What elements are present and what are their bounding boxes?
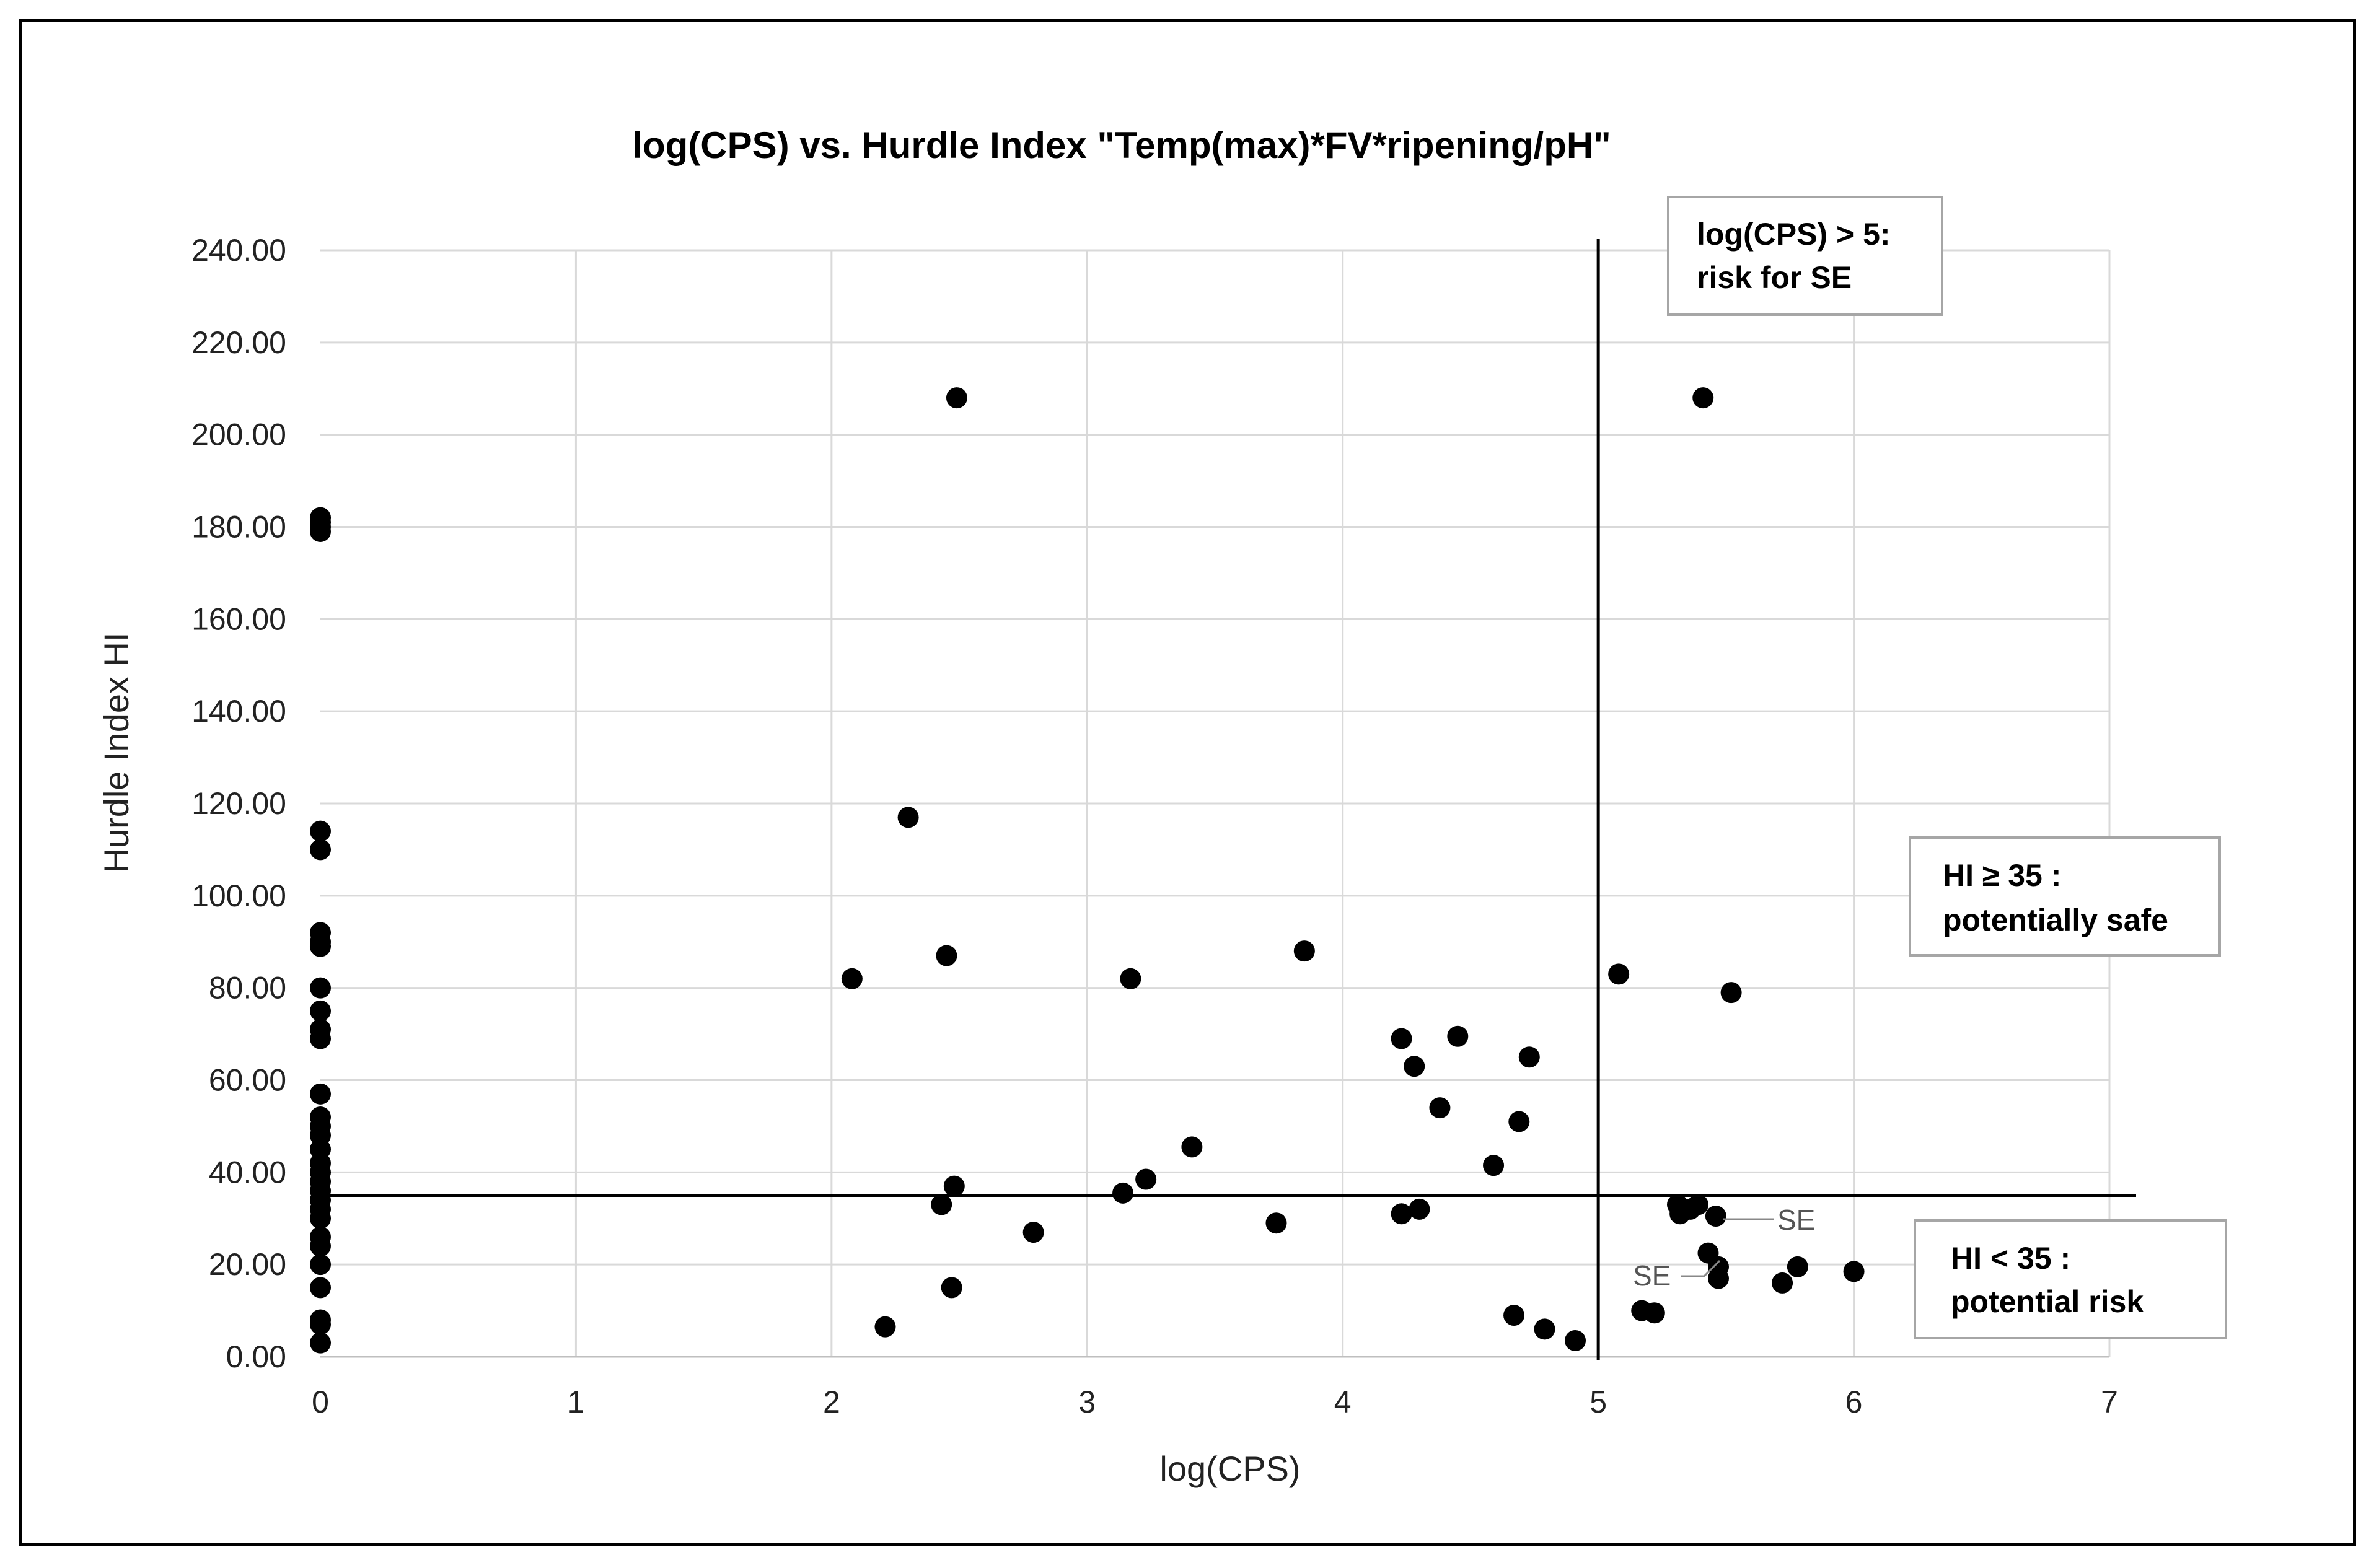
y-tick-label: 120.00 (191, 786, 286, 821)
data-point (1565, 1329, 1586, 1351)
data-point (1707, 1268, 1729, 1289)
data-point (1643, 1302, 1665, 1324)
data-point (310, 820, 331, 842)
y-axis-label: Hurdle Index HI (97, 632, 136, 873)
y-tick-label: 80.00 (209, 971, 286, 1005)
risk-zone-line1: HI < 35 : (1951, 1241, 2070, 1276)
data-point (1608, 963, 1630, 985)
x-tick-label: 0 (312, 1385, 329, 1419)
x-axis-ticks: 0 1 2 3 4 5 6 7 (312, 1385, 2118, 1419)
x-tick-label: 4 (1334, 1385, 1352, 1419)
risk-zone-box: HI < 35 : potential risk (1914, 1219, 2227, 1339)
y-tick-label: 200.00 (191, 418, 286, 452)
y-axis-ticks: 0.00 20.00 40.00 60.00 80.00 100.00 120.00 140.… (191, 233, 286, 1374)
y-tick-label: 100.00 (191, 878, 286, 913)
y-tick-label: 140.00 (191, 694, 286, 729)
safe-zone-box: HI ≥ 35 : potentially safe (1909, 836, 2221, 957)
cps-threshold-box: log(CPS) > 5: risk for SE (1667, 196, 1943, 316)
data-point (1391, 1203, 1412, 1225)
data-point (310, 1207, 331, 1229)
data-point (1483, 1155, 1505, 1176)
data-point (1112, 1182, 1134, 1204)
data-point (1447, 1025, 1469, 1047)
data-point (310, 1313, 331, 1335)
data-point (1404, 1056, 1425, 1077)
data-point (1409, 1198, 1430, 1220)
x-tick-label: 2 (823, 1385, 840, 1419)
x-tick-label: 5 (1590, 1385, 1607, 1419)
data-point (1772, 1272, 1793, 1294)
data-point (1293, 940, 1315, 962)
cps-threshold-line2: risk for SE (1697, 260, 1852, 295)
cps-threshold-line1: log(CPS) > 5: (1697, 217, 1891, 252)
y-tick-label: 240.00 (191, 233, 286, 268)
data-point (310, 977, 331, 999)
data-point (874, 1316, 896, 1338)
data-point (841, 968, 863, 989)
data-point (1720, 982, 1742, 1004)
grid (320, 249, 2111, 1357)
data-point (1265, 1212, 1287, 1234)
x-tick-label: 7 (2101, 1385, 2118, 1419)
data-points (310, 387, 1865, 1354)
safe-zone-line1: HI ≥ 35 : (1943, 858, 2061, 893)
y-tick-label: 0.00 (226, 1339, 286, 1374)
chart-title: log(CPS) vs. Hurdle Index "Temp(max)*FV*… (632, 125, 1611, 166)
data-point (1508, 1111, 1530, 1132)
data-point (1692, 387, 1714, 409)
data-point (931, 1194, 952, 1215)
x-axis-label: log(CPS) (1159, 1449, 1300, 1488)
y-tick-label: 60.00 (209, 1063, 286, 1098)
data-point (1022, 1222, 1044, 1243)
y-tick-label: 20.00 (209, 1247, 286, 1282)
data-point (1391, 1028, 1412, 1049)
data-point (310, 1332, 331, 1354)
data-point (310, 520, 331, 542)
data-point (1120, 968, 1141, 989)
data-point (310, 1235, 331, 1257)
safe-zone-line2: potentially safe (1943, 903, 2168, 937)
data-point (310, 1028, 331, 1049)
y-tick-label: 220.00 (191, 325, 286, 360)
y-tick-label: 40.00 (209, 1155, 286, 1189)
se-lower-label: SE (1633, 1259, 1671, 1292)
data-point (1687, 1194, 1708, 1215)
x-tick-label: 6 (1845, 1385, 1863, 1419)
data-point (310, 1000, 331, 1022)
data-point (1429, 1097, 1451, 1119)
se-upper-label: SE (1777, 1204, 1815, 1236)
data-point (936, 945, 957, 966)
data-point (310, 1254, 331, 1276)
data-point (1181, 1136, 1203, 1158)
data-point (946, 387, 967, 409)
data-point (1135, 1168, 1157, 1190)
data-point (310, 839, 331, 861)
data-point (310, 935, 331, 957)
data-point (943, 1175, 965, 1197)
data-point (1503, 1305, 1525, 1326)
y-tick-label: 180.00 (191, 510, 286, 545)
data-point (1705, 1206, 1726, 1227)
risk-zone-line2: potential risk (1951, 1284, 2144, 1319)
data-point (1534, 1318, 1555, 1340)
data-point (1518, 1046, 1540, 1068)
data-point (310, 1083, 331, 1105)
data-point (897, 807, 919, 828)
data-point (941, 1277, 962, 1299)
se-lower-leader (1681, 1259, 1721, 1277)
data-point (1843, 1261, 1865, 1282)
data-point (1787, 1256, 1808, 1277)
data-point (310, 1277, 331, 1299)
x-tick-label: 3 (1078, 1385, 1096, 1419)
y-tick-label: 160.00 (191, 602, 286, 636)
x-tick-label: 1 (568, 1385, 585, 1419)
